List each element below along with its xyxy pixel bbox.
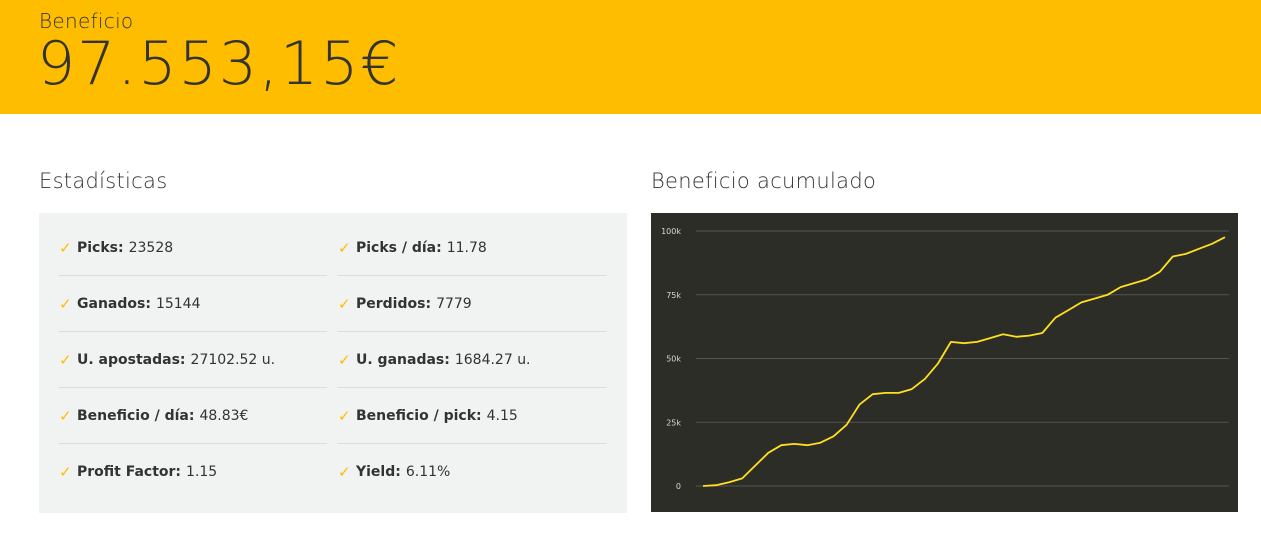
stat-label: Picks / día: [356, 239, 442, 256]
profit-value: 97.553,15€ [37, 29, 401, 99]
check-icon: ✓ [59, 238, 72, 257]
check-icon: ✓ [338, 350, 351, 369]
chart-svg: 0 25k 50k 75k 100k [661, 227, 1229, 491]
check-icon: ✓ [338, 238, 351, 257]
stat-label: Beneficio / día: [77, 407, 195, 424]
stat-profit-per-day: ✓ Beneficio / día: 48.83€ [59, 388, 327, 444]
chart-y-axis: 0 25k 50k 75k 100k [661, 227, 681, 491]
stat-value: 15144 [155, 295, 201, 312]
y-tick-label: 0 [676, 482, 681, 491]
stat-won: ✓ Ganados: 15144 [59, 276, 327, 332]
check-icon: ✓ [338, 406, 351, 425]
chart-title: Beneficio acumulado [651, 169, 877, 193]
cumulative-profit-chart: 0 25k 50k 75k 100k [651, 213, 1238, 512]
stat-profit-per-pick: ✓ Beneficio / pick: 4.15 [338, 388, 606, 444]
stat-value: 6.11% [405, 463, 451, 480]
check-icon: ✓ [338, 294, 351, 313]
stat-label: Perdidos: [356, 295, 432, 312]
stat-profit-factor: ✓ Profit Factor: 1.15 [59, 444, 327, 499]
stat-picks: ✓ Picks: 23528 [59, 220, 327, 276]
stat-yield: ✓ Yield: 6.11% [338, 444, 606, 499]
stat-value: 23528 [128, 239, 174, 256]
stat-picks-per-day: ✓ Picks / día: 11.78 [338, 220, 606, 276]
chart-plot-area [702, 236, 1226, 487]
check-icon: ✓ [59, 350, 72, 369]
stat-label: Yield: [356, 463, 401, 480]
stat-value: 48.83€ [199, 407, 249, 424]
stat-label: U. apostadas: [77, 351, 186, 368]
y-tick-label: 100k [661, 227, 681, 236]
profit-banner: Beneficio 97.553,15€ [0, 0, 1261, 114]
stat-label: Ganados: [77, 295, 151, 312]
stat-units-staked: ✓ U. apostadas: 27102.52 u. [59, 332, 327, 388]
chart-grid [696, 230, 1229, 487]
stat-value: 1684.27 u. [454, 351, 531, 368]
stat-lost: ✓ Perdidos: 7779 [338, 276, 606, 332]
stat-units-won: ✓ U. ganadas: 1684.27 u. [338, 332, 606, 388]
series-line-beneficio [702, 236, 1226, 487]
stat-label: Picks: [77, 239, 124, 256]
y-tick-label: 75k [666, 291, 681, 300]
stat-label: Profit Factor: [77, 463, 182, 480]
stats-panel: ✓ Picks: 23528 ✓ Picks / día: 11.78 ✓ Ga… [39, 213, 627, 513]
check-icon: ✓ [338, 462, 351, 481]
stat-value: 11.78 [446, 239, 487, 256]
stat-value: 27102.52 u. [190, 351, 276, 368]
y-tick-label: 50k [666, 355, 681, 364]
check-icon: ✓ [59, 294, 72, 313]
y-tick-label: 25k [666, 418, 681, 427]
profit-label: Beneficio [39, 9, 134, 33]
stats-title: Estadísticas [39, 169, 168, 193]
check-icon: ✓ [59, 406, 72, 425]
stat-label: Beneficio / pick: [356, 407, 482, 424]
stat-value: 7779 [436, 295, 472, 312]
stat-value: 1.15 [186, 463, 218, 480]
stat-value: 4.15 [486, 407, 518, 424]
stat-label: U. ganadas: [356, 351, 450, 368]
check-icon: ✓ [59, 462, 72, 481]
